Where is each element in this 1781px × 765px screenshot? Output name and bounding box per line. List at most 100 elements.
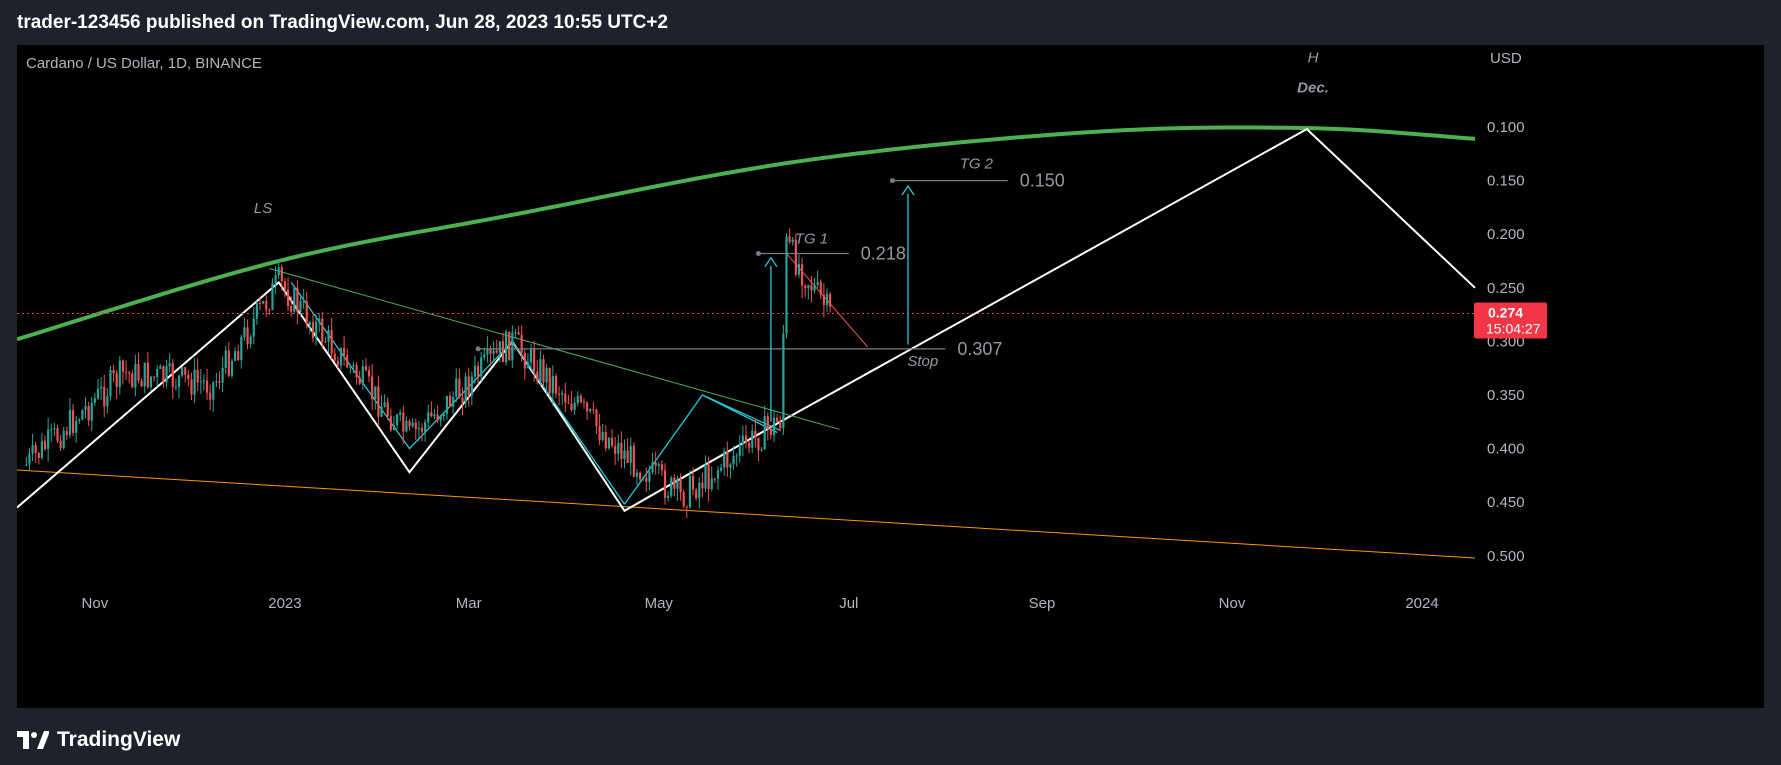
- candle-body: [103, 386, 106, 407]
- candle-body: [741, 435, 744, 445]
- candle-body: [346, 355, 349, 368]
- time-tick-label: May: [645, 595, 674, 612]
- candle-body: [623, 450, 626, 459]
- candle-body: [65, 430, 68, 436]
- candle-body: [448, 395, 452, 408]
- time-tick-label: Mar: [456, 595, 482, 612]
- candle-body: [598, 426, 601, 440]
- footer-brand[interactable]: TradingView: [17, 726, 180, 754]
- candle-body: [663, 470, 667, 498]
- candle-body: [336, 360, 339, 366]
- candle-body: [156, 368, 159, 377]
- candle-body: [492, 350, 495, 354]
- price-tick-label: 0.450: [1487, 494, 1525, 511]
- candle-body: [570, 403, 573, 411]
- price-tick-label: 0.150: [1487, 173, 1525, 190]
- candle-body: [670, 477, 673, 496]
- candle-body: [405, 420, 408, 432]
- candle-body: [464, 376, 467, 404]
- price-tick-label: 0.250: [1487, 280, 1525, 297]
- candle-body: [707, 464, 710, 489]
- time-tick-label: Nov: [82, 595, 109, 612]
- candle-body: [37, 452, 40, 458]
- candle-body: [383, 402, 386, 407]
- chart-frame[interactable]: Cardano / US Dollar, 1D, BINANCE 0.150 TG …: [17, 45, 1764, 708]
- candle-body: [152, 376, 156, 378]
- time-tick-label: 2023: [268, 595, 301, 612]
- stop-level-label: Stop: [907, 353, 938, 370]
- candle-body: [476, 365, 480, 377]
- candle-body: [392, 425, 396, 431]
- candle-body: [716, 470, 720, 479]
- candle-body: [68, 410, 72, 436]
- candle-body: [230, 360, 234, 376]
- candle-body: [311, 322, 315, 338]
- candle-body: [561, 393, 564, 395]
- candle-body: [810, 285, 813, 291]
- candle-body: [47, 429, 50, 449]
- candle-body: [56, 428, 59, 441]
- publish-header: trader-123456 published on TradingView.c…: [17, 12, 669, 33]
- candle-body: [545, 367, 548, 383]
- candle-body: [760, 449, 763, 451]
- candle-body: [595, 409, 598, 427]
- candle-body: [589, 409, 592, 412]
- candle-body: [50, 428, 53, 430]
- candle-body: [445, 395, 449, 414]
- candle-body: [395, 414, 399, 426]
- candle-body: [212, 382, 215, 400]
- candle-body: [679, 478, 682, 493]
- candle-body: [757, 437, 760, 451]
- wave-channel-line: [623, 394, 778, 505]
- price-chart[interactable]: Cardano / US Dollar, 1D, BINANCE 0.150 TG …: [17, 45, 1764, 708]
- candle-body: [187, 374, 190, 380]
- head-label: H: [1308, 50, 1319, 67]
- candle-body: [557, 393, 561, 395]
- candle-body: [442, 413, 445, 416]
- candle-body: [199, 381, 202, 383]
- candle-body: [290, 305, 293, 312]
- candle-body: [106, 396, 109, 407]
- candle-body: [744, 435, 748, 444]
- price-tick-label: 0.100: [1487, 119, 1525, 136]
- candle-body: [134, 363, 137, 388]
- candle-body: [638, 472, 642, 480]
- candle-body: [355, 365, 358, 378]
- candle-body: [274, 275, 277, 284]
- price-tick-label: 0.200: [1487, 226, 1525, 243]
- candle-body: [735, 455, 738, 457]
- candle-body: [411, 422, 414, 427]
- candle-body: [389, 416, 392, 431]
- price-axis-currency: USD: [1490, 50, 1522, 67]
- candle-body: [165, 366, 168, 383]
- candle-body: [713, 478, 716, 480]
- candle-body: [53, 428, 56, 430]
- candle-body: [685, 506, 688, 508]
- candle-body: [807, 285, 810, 289]
- candle-body: [249, 336, 252, 345]
- candle-body: [367, 370, 371, 377]
- candle-body: [804, 285, 807, 289]
- candle-body: [305, 301, 308, 326]
- tg2-arrow-head: [901, 184, 915, 196]
- head-month-label: Dec.: [1297, 80, 1329, 97]
- candle-body: [71, 410, 75, 433]
- candle-body: [96, 388, 100, 399]
- candle-body: [489, 348, 492, 354]
- candle-body: [458, 378, 461, 398]
- candle-body: [28, 453, 31, 465]
- candle-body: [168, 363, 171, 367]
- candle-body: [529, 348, 533, 363]
- candle-body: [90, 402, 93, 421]
- candle-body: [399, 412, 402, 415]
- candle-body: [62, 430, 65, 448]
- candle-body: [514, 332, 517, 334]
- candle-body: [520, 334, 523, 353]
- candle-body: [140, 380, 143, 387]
- candle-body: [221, 367, 224, 383]
- candle-body: [539, 359, 542, 382]
- candle-body: [330, 330, 333, 354]
- candle-body: [573, 402, 576, 411]
- candle-body: [268, 309, 271, 311]
- candle-body: [816, 281, 819, 285]
